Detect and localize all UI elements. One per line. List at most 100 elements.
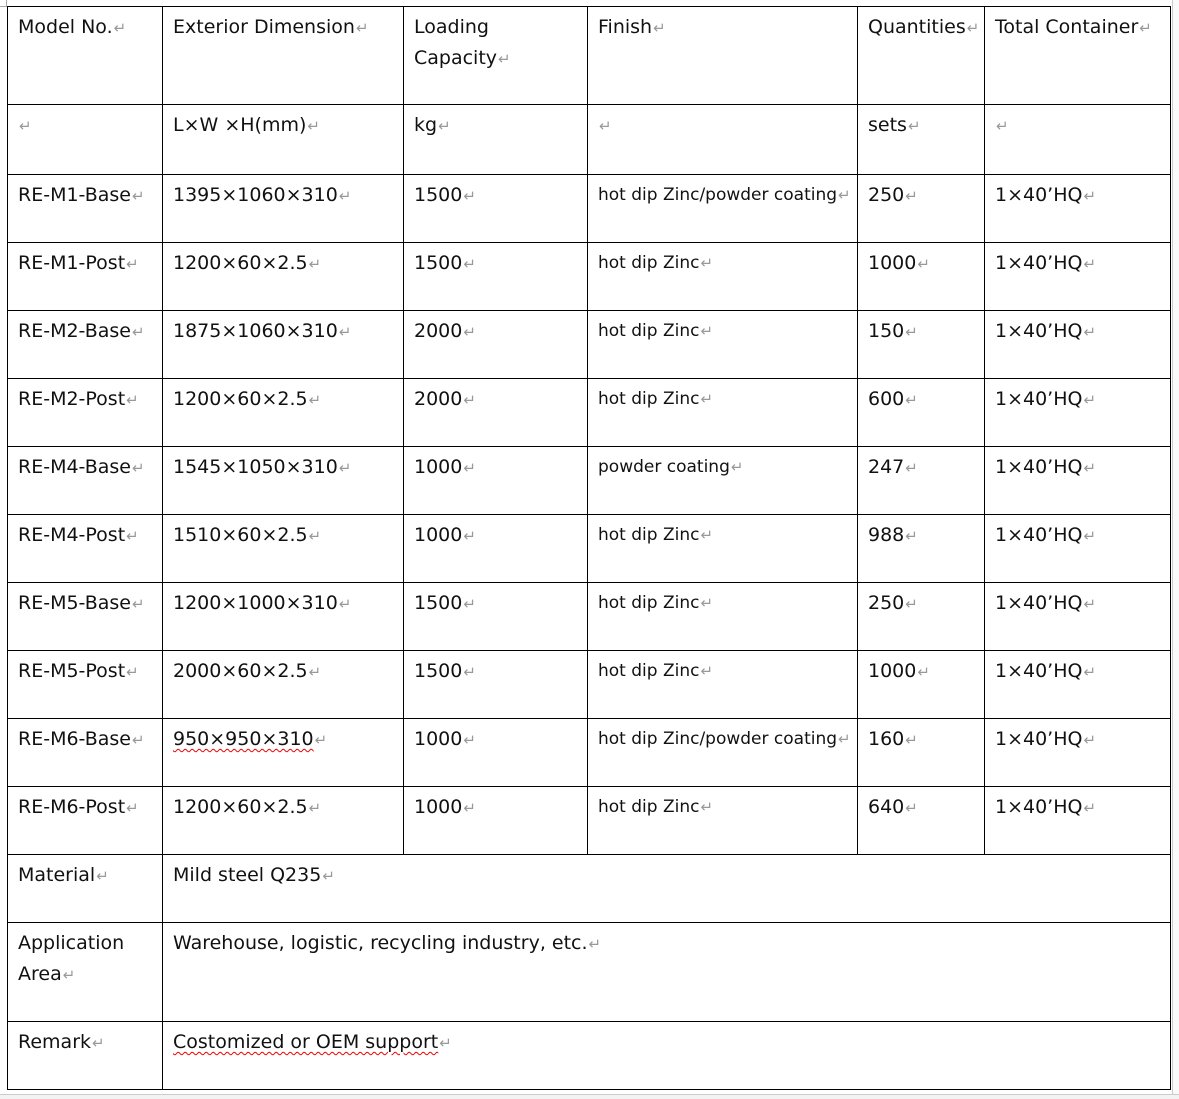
cell-finish-text: hot dip Zinc bbox=[598, 797, 700, 817]
paragraph-mark-icon: ↵ bbox=[996, 117, 1009, 135]
cell-quantities: 640↵ bbox=[857, 786, 985, 855]
paragraph-mark-icon: ↵ bbox=[599, 117, 612, 135]
paragraph-mark-icon: ↵ bbox=[463, 595, 476, 613]
unit-exterior-dimension: L×W ×H(mm)↵ bbox=[162, 104, 404, 175]
paragraph-mark-icon: ↵ bbox=[700, 322, 714, 340]
unit-quantities-text: sets bbox=[868, 114, 907, 136]
cell-exterior-dimension-text: 1200×60×2.5 bbox=[173, 796, 308, 818]
cell-total-container-text: 1×40’HQ bbox=[995, 728, 1083, 750]
cell-finish: hot dip Zinc↵ bbox=[587, 310, 858, 379]
cell-loading-capacity-text: 1000 bbox=[414, 728, 463, 750]
cell-exterior-dimension-text: 1510×60×2.5 bbox=[173, 524, 308, 546]
header-loading-capacity-text: Loading Capacity bbox=[414, 16, 498, 69]
footer-value-text: Costomized or OEM support bbox=[173, 1031, 439, 1053]
paragraph-mark-icon: ↵ bbox=[1083, 527, 1097, 545]
paragraph-mark-icon: ↵ bbox=[463, 255, 476, 273]
cell-exterior-dimension: 2000×60×2.5↵ bbox=[162, 650, 404, 719]
cell-model-no: RE-M1-Base↵ bbox=[7, 174, 163, 243]
paragraph-mark-icon: ↵ bbox=[966, 19, 980, 37]
paragraph-mark-icon: ↵ bbox=[1083, 799, 1097, 817]
cell-loading-capacity: 1000↵ bbox=[403, 786, 588, 855]
vertical-scrollbar[interactable] bbox=[1172, 0, 1179, 1098]
paragraph-mark-icon: ↵ bbox=[905, 595, 918, 613]
cell-quantities-text: 250 bbox=[868, 592, 905, 614]
cell-quantities: 160↵ bbox=[857, 718, 985, 787]
paragraph-mark-icon: ↵ bbox=[19, 117, 32, 135]
cell-total-container: 1×40’HQ↵ bbox=[984, 786, 1171, 855]
footer-label: Application Area↵ bbox=[7, 922, 163, 1022]
header-finish: Finish↵ bbox=[587, 6, 858, 105]
cell-model-no: RE-M1-Post↵ bbox=[7, 242, 163, 311]
cell-loading-capacity-text: 2000 bbox=[414, 320, 463, 342]
paragraph-mark-icon: ↵ bbox=[314, 731, 328, 749]
paragraph-mark-icon: ↵ bbox=[1083, 391, 1097, 409]
cell-quantities: 988↵ bbox=[857, 514, 985, 583]
paragraph-mark-icon: ↵ bbox=[132, 595, 145, 613]
cell-quantities: 150↵ bbox=[857, 310, 985, 379]
paragraph-mark-icon: ↵ bbox=[463, 187, 476, 205]
cell-finish-text: hot dip Zinc/powder coating bbox=[598, 729, 838, 749]
cell-finish-text: hot dip Zinc bbox=[598, 321, 700, 341]
cell-loading-capacity: 1500↵ bbox=[403, 242, 588, 311]
cell-loading-capacity: 1500↵ bbox=[403, 174, 588, 243]
units-row: ↵ L×W ×H(mm)↵ kg↵ ↵ sets↵ ↵ bbox=[7, 104, 1171, 175]
paragraph-mark-icon: ↵ bbox=[1083, 459, 1097, 477]
cell-loading-capacity-text: 1500 bbox=[414, 592, 463, 614]
cell-model-no-text: RE-M2-Base bbox=[18, 320, 131, 342]
cell-total-container: 1×40’HQ↵ bbox=[984, 242, 1171, 311]
cell-total-container-text: 1×40’HQ bbox=[995, 388, 1083, 410]
paragraph-mark-icon: ↵ bbox=[498, 50, 511, 68]
cell-exterior-dimension: 1545×1050×310↵ bbox=[162, 446, 404, 515]
cell-quantities-text: 250 bbox=[868, 184, 905, 206]
cell-loading-capacity-text: 1500 bbox=[414, 184, 463, 206]
paragraph-mark-icon: ↵ bbox=[917, 255, 930, 273]
cell-exterior-dimension-text: 1200×1000×310 bbox=[173, 592, 338, 614]
paragraph-mark-icon: ↵ bbox=[96, 867, 109, 885]
header-loading-capacity: Loading Capacity↵ bbox=[403, 6, 588, 105]
table-row: RE-M6-Base↵ 950×950×310↵ 1000↵ hot dip Zinc… bbox=[7, 718, 1171, 787]
cell-exterior-dimension: 1395×1060×310↵ bbox=[162, 174, 404, 243]
footer-row: Application Area↵ Warehouse, logistic, re… bbox=[7, 922, 1171, 1022]
paragraph-mark-icon: ↵ bbox=[126, 663, 139, 681]
paragraph-mark-icon: ↵ bbox=[322, 867, 335, 885]
paragraph-mark-icon: ↵ bbox=[1083, 663, 1097, 681]
cell-loading-capacity: 2000↵ bbox=[403, 378, 588, 447]
cell-total-container: 1×40’HQ↵ bbox=[984, 378, 1171, 447]
cell-total-container: 1×40’HQ↵ bbox=[984, 650, 1171, 719]
cell-model-no-text: RE-M2-Post bbox=[18, 388, 126, 410]
paragraph-mark-icon: ↵ bbox=[905, 323, 918, 341]
paragraph-mark-icon: ↵ bbox=[1083, 731, 1097, 749]
cell-exterior-dimension: 1200×60×2.5↵ bbox=[162, 242, 404, 311]
paragraph-mark-icon: ↵ bbox=[308, 663, 322, 681]
footer-value-text: Warehouse, logistic, recycling industry,… bbox=[173, 932, 588, 954]
cell-loading-capacity: 1000↵ bbox=[403, 514, 588, 583]
cell-model-no: RE-M4-Post↵ bbox=[7, 514, 163, 583]
paragraph-mark-icon: ↵ bbox=[838, 186, 851, 204]
cell-total-container-text: 1×40’HQ bbox=[995, 796, 1083, 818]
cell-model-no-text: RE-M5-Post bbox=[18, 660, 126, 682]
cell-model-no: RE-M2-Post↵ bbox=[7, 378, 163, 447]
cell-total-container-text: 1×40’HQ bbox=[995, 660, 1083, 682]
cell-total-container-text: 1×40’HQ bbox=[995, 320, 1083, 342]
cell-total-container-text: 1×40’HQ bbox=[995, 456, 1083, 478]
cell-quantities: 1000↵ bbox=[857, 242, 985, 311]
paragraph-mark-icon: ↵ bbox=[308, 799, 322, 817]
table-row: RE-M2-Base↵ 1875×1060×310↵ 2000↵ hot dip Zi… bbox=[7, 310, 1171, 379]
horizontal-scrollbar[interactable] bbox=[0, 1094, 1179, 1099]
cell-loading-capacity-text: 1500 bbox=[414, 660, 463, 682]
paragraph-mark-icon: ↵ bbox=[653, 19, 666, 37]
paragraph-mark-icon: ↵ bbox=[132, 187, 145, 205]
cell-quantities: 1000↵ bbox=[857, 650, 985, 719]
paragraph-mark-icon: ↵ bbox=[1083, 255, 1097, 273]
paragraph-mark-icon: ↵ bbox=[905, 459, 918, 477]
paragraph-mark-icon: ↵ bbox=[463, 323, 476, 341]
paragraph-mark-icon: ↵ bbox=[355, 19, 369, 37]
cell-quantities-text: 640 bbox=[868, 796, 905, 818]
cell-total-container-text: 1×40’HQ bbox=[995, 592, 1083, 614]
page-corner-mark bbox=[0, 0, 7, 7]
cell-exterior-dimension-text: 2000×60×2.5 bbox=[173, 660, 308, 682]
table-row: RE-M1-Post↵ 1200×60×2.5↵ 1500↵ hot dip Zinc… bbox=[7, 242, 1171, 311]
cell-finish: hot dip Zinc↵ bbox=[587, 514, 858, 583]
paragraph-mark-icon: ↵ bbox=[1139, 19, 1152, 37]
table-row: RE-M5-Base↵ 1200×1000×310↵ 1500↵ hot dip Zi… bbox=[7, 582, 1171, 651]
